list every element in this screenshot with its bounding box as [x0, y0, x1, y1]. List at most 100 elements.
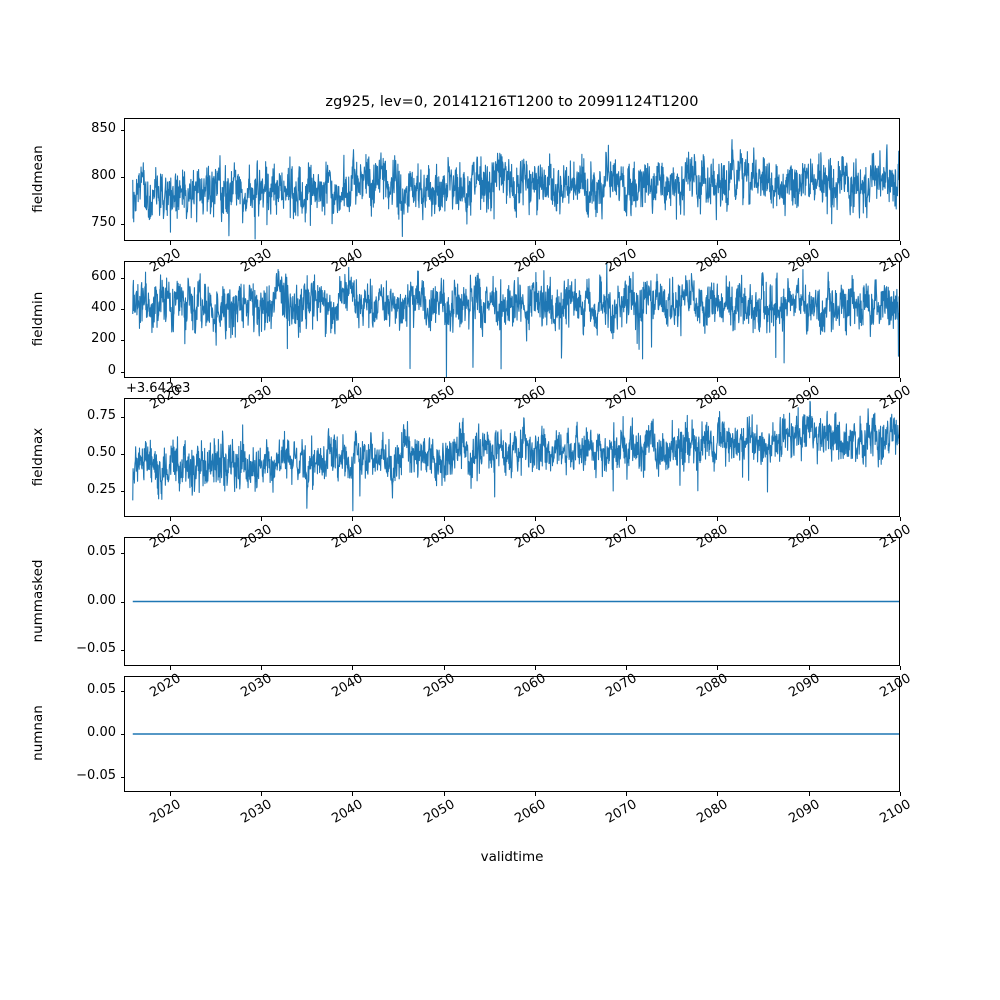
x-tick-mark	[443, 666, 445, 670]
y-tick-mark	[120, 309, 124, 311]
y-tick: −0.05	[42, 641, 116, 656]
y-tick-label: 0.50	[87, 444, 116, 460]
x-tick-mark	[808, 241, 810, 245]
x-tick-mark	[169, 241, 171, 245]
y-tick: 0	[42, 363, 116, 378]
x-tick-mark	[808, 517, 810, 521]
y-tick-mark	[120, 490, 124, 492]
y-tick-label: 0.25	[87, 481, 116, 497]
x-tick-mark	[626, 241, 628, 245]
series-nummasked	[132, 600, 899, 603]
y-tick-label: −0.05	[76, 640, 116, 656]
x-tick-mark	[260, 792, 262, 796]
x-tick-mark	[352, 241, 354, 245]
y-tick: 0.05	[42, 682, 116, 697]
x-axis-label: validtime	[480, 849, 544, 865]
y-tick-label: 0.75	[87, 407, 116, 423]
x-tick-mark	[808, 792, 810, 796]
y-tick-mark	[120, 777, 124, 779]
x-tick-mark	[717, 378, 719, 382]
series-fieldmin	[132, 262, 899, 377]
y-tick: 0.05	[42, 544, 116, 559]
y-tick-label: 400	[91, 300, 116, 316]
subplot-fieldmax	[124, 398, 900, 517]
y-tick-mark	[120, 177, 124, 179]
x-tick-mark	[169, 517, 171, 521]
series-fieldmax	[132, 400, 899, 512]
x-tick-mark	[352, 378, 354, 382]
y-tick-label: 0.00	[87, 725, 116, 740]
y-tick-label: 0.05	[87, 681, 116, 697]
y-tick: 0.00	[42, 593, 116, 608]
x-tick-mark	[900, 378, 901, 382]
x-tick-mark	[717, 666, 719, 670]
x-tick-mark	[626, 378, 628, 382]
x-tick-mark	[534, 517, 536, 521]
y-tick-mark	[120, 453, 124, 455]
x-tick-mark	[169, 666, 171, 670]
x-tick-mark	[443, 241, 445, 245]
y-tick-label: 850	[91, 121, 116, 137]
y-tick-mark	[120, 340, 124, 342]
y-tick: 0.50	[42, 445, 116, 460]
y-tick-mark	[120, 371, 124, 373]
y-tick-label: 750	[91, 215, 116, 231]
x-tick-mark	[808, 378, 810, 382]
y-axis-offset-text: +3.642e3	[126, 381, 191, 396]
y-tick-label: 600	[91, 268, 116, 284]
x-tick-mark	[626, 666, 628, 670]
x-tick-mark	[900, 241, 901, 245]
x-tick-mark	[900, 666, 901, 670]
series-numnan	[132, 733, 899, 735]
y-tick: 0.00	[42, 725, 116, 740]
x-tick-mark	[352, 792, 354, 796]
x-tick-mark	[260, 241, 262, 245]
y-tick-mark	[120, 649, 124, 651]
y-tick-label: 0.05	[87, 544, 116, 560]
y-tick-mark	[120, 690, 124, 692]
y-tick-label: 800	[91, 168, 116, 184]
y-tick: 400	[42, 300, 116, 315]
y-tick: 850	[42, 121, 116, 136]
x-tick-mark	[443, 792, 445, 796]
y-tick: 200	[42, 331, 116, 346]
y-tick: 600	[42, 269, 116, 284]
x-tick-mark	[169, 378, 171, 382]
x-tick-mark	[260, 517, 262, 521]
subplot-numnan	[124, 676, 900, 792]
series-fieldmean	[132, 139, 899, 240]
figure-title: zg925, lev=0, 20141216T1200 to 20991124T…	[325, 94, 699, 110]
subplot-fieldmin	[124, 261, 900, 378]
x-tick-mark	[717, 241, 719, 245]
y-tick: 800	[42, 168, 116, 183]
x-tick-mark	[443, 378, 445, 382]
x-tick-mark	[808, 666, 810, 670]
x-tick-mark	[626, 517, 628, 521]
y-tick-mark	[120, 130, 124, 132]
y-tick-label: 0.00	[87, 592, 116, 608]
y-tick-mark	[120, 277, 124, 279]
y-tick-label: 0	[107, 362, 116, 378]
x-tick-mark	[534, 666, 536, 670]
x-tick-mark	[260, 378, 262, 382]
x-tick-mark	[260, 666, 262, 670]
y-tick: 0.25	[42, 482, 116, 497]
y-tick-mark	[120, 601, 124, 603]
y-tick-mark	[120, 734, 124, 735]
x-tick-mark	[534, 378, 536, 382]
x-tick-mark	[534, 241, 536, 245]
y-tick: −0.05	[42, 768, 116, 783]
x-tick-mark	[352, 666, 354, 670]
x-tick-mark	[717, 517, 719, 521]
x-tick-mark	[443, 517, 445, 521]
x-tick-mark	[900, 792, 901, 796]
y-tick-label: −0.05	[76, 768, 116, 784]
x-tick-mark	[900, 517, 901, 521]
subplot-fieldmean	[124, 118, 900, 241]
x-tick-mark	[626, 792, 628, 796]
y-tick: 750	[42, 215, 116, 230]
subplot-nummasked	[124, 537, 900, 666]
y-tick: 0.75	[42, 408, 116, 423]
x-tick-mark	[169, 792, 171, 796]
